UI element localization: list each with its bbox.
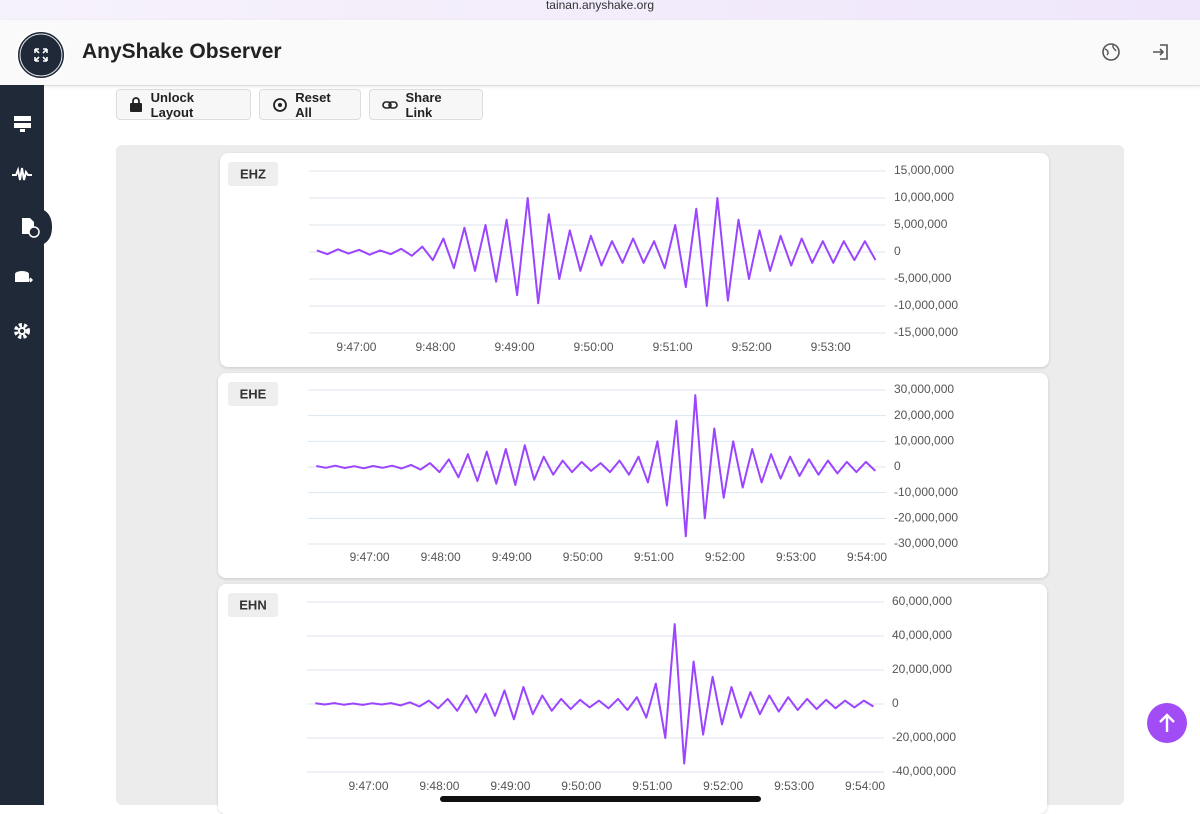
channel-title: EHE <box>240 386 267 401</box>
y-tick-label: 10,000,000 <box>894 190 954 204</box>
logo-button[interactable] <box>16 30 66 80</box>
y-tick-label: 30,000,000 <box>894 382 954 396</box>
y-tick-label: -20,000,000 <box>894 511 958 525</box>
y-tick-label: 60,000,000 <box>892 594 952 608</box>
channel-title: EHN <box>239 597 266 612</box>
y-tick-label: 20,000,000 <box>892 662 952 676</box>
y-tick-label: 5,000,000 <box>894 217 948 231</box>
y-tick-label: -20,000,000 <box>892 730 956 744</box>
x-tick-label: 9:49:00 <box>492 550 532 564</box>
x-tick-label: 9:52:00 <box>703 779 743 793</box>
link-icon <box>382 100 398 109</box>
x-tick-label: 9:47:00 <box>336 340 376 354</box>
x-tick-label: 9:50:00 <box>574 340 614 354</box>
channel-title: EHZ <box>240 166 266 181</box>
x-tick-label: 9:50:00 <box>561 779 601 793</box>
x-tick-label: 9:54:00 <box>845 779 885 793</box>
x-tick-label: 9:53:00 <box>811 340 851 354</box>
waveform <box>316 394 876 538</box>
sidebar <box>0 85 52 805</box>
y-tick-label: -5,000,000 <box>894 271 952 285</box>
y-tick-label: 0 <box>892 696 899 710</box>
url: tainan.anyshake.org <box>545 0 655 12</box>
y-tick-label: -10,000,000 <box>894 485 958 499</box>
scroll-top-button[interactable] <box>1147 703 1187 743</box>
x-tick-label: 9:47:00 <box>350 550 390 564</box>
x-tick-label: 9:48:00 <box>419 779 459 793</box>
button-label: Unlock Layout <box>150 89 194 120</box>
y-tick-label: 0 <box>894 244 901 258</box>
x-tick-label: 9:48:00 <box>415 340 455 354</box>
logout-icon[interactable] <box>1151 42 1171 62</box>
language-icon[interactable] <box>1101 42 1121 62</box>
x-tick-label: 9:52:00 <box>732 340 772 354</box>
url-bar: tainan.anyshake.org <box>0 0 1200 20</box>
unlock-layout-button[interactable]: Unlock Layout <box>116 89 251 120</box>
y-tick-label: 40,000,000 <box>892 628 952 642</box>
button-label: Share Link <box>405 89 442 120</box>
chart-card <box>220 153 1049 367</box>
y-tick-label: 20,000,000 <box>894 408 954 422</box>
waveform <box>316 197 877 307</box>
x-tick-label: 9:53:00 <box>774 779 814 793</box>
nav-settings[interactable] <box>14 323 30 339</box>
x-tick-label: 9:53:00 <box>776 550 816 564</box>
x-tick-label: 9:47:00 <box>348 779 388 793</box>
nav-realtime[interactable] <box>12 166 32 181</box>
channel-badge <box>228 593 278 617</box>
nav-station[interactable] <box>14 116 31 132</box>
y-tick-label: -30,000,000 <box>894 536 958 550</box>
x-tick-label: 9:51:00 <box>634 550 674 564</box>
x-tick-label: 9:48:00 <box>421 550 461 564</box>
y-tick-label: -15,000,000 <box>894 325 958 339</box>
x-tick-label: 9:49:00 <box>494 340 534 354</box>
waveform <box>315 623 874 765</box>
x-tick-label: 9:51:00 <box>632 779 672 793</box>
app-title: AnyShake Observer <box>82 40 282 63</box>
channel-badge <box>228 162 278 186</box>
reset-all-button[interactable]: Reset All <box>259 89 361 120</box>
y-tick-label: -10,000,000 <box>894 298 958 312</box>
sidebar-icons <box>12 116 52 339</box>
nav-history[interactable] <box>22 207 52 247</box>
reset-icon <box>273 97 287 112</box>
y-tick-label: 15,000,000 <box>894 163 954 177</box>
x-tick-label: 9:51:00 <box>653 340 693 354</box>
home-indicator <box>440 796 761 802</box>
x-tick-label: 9:54:00 <box>847 550 887 564</box>
y-tick-label: -40,000,000 <box>892 764 956 778</box>
chart-card <box>218 584 1047 814</box>
button-label: Reset All <box>295 89 331 120</box>
nav-export[interactable] <box>15 271 34 283</box>
x-tick-label: 9:52:00 <box>705 550 745 564</box>
top-bar <box>0 20 1200 86</box>
x-tick-label: 9:50:00 <box>563 550 603 564</box>
channel-badge <box>228 382 278 406</box>
lock-icon <box>130 97 142 112</box>
share-link-button[interactable]: Share Link <box>369 89 483 120</box>
y-tick-label: 0 <box>894 459 901 473</box>
y-tick-label: 10,000,000 <box>894 434 954 448</box>
x-tick-label: 9:49:00 <box>490 779 530 793</box>
